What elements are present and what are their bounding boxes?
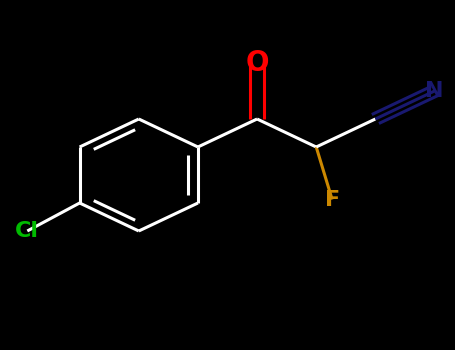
- Text: N: N: [425, 81, 444, 101]
- Text: O: O: [245, 49, 269, 77]
- Text: Cl: Cl: [15, 221, 39, 241]
- Text: F: F: [324, 189, 340, 210]
